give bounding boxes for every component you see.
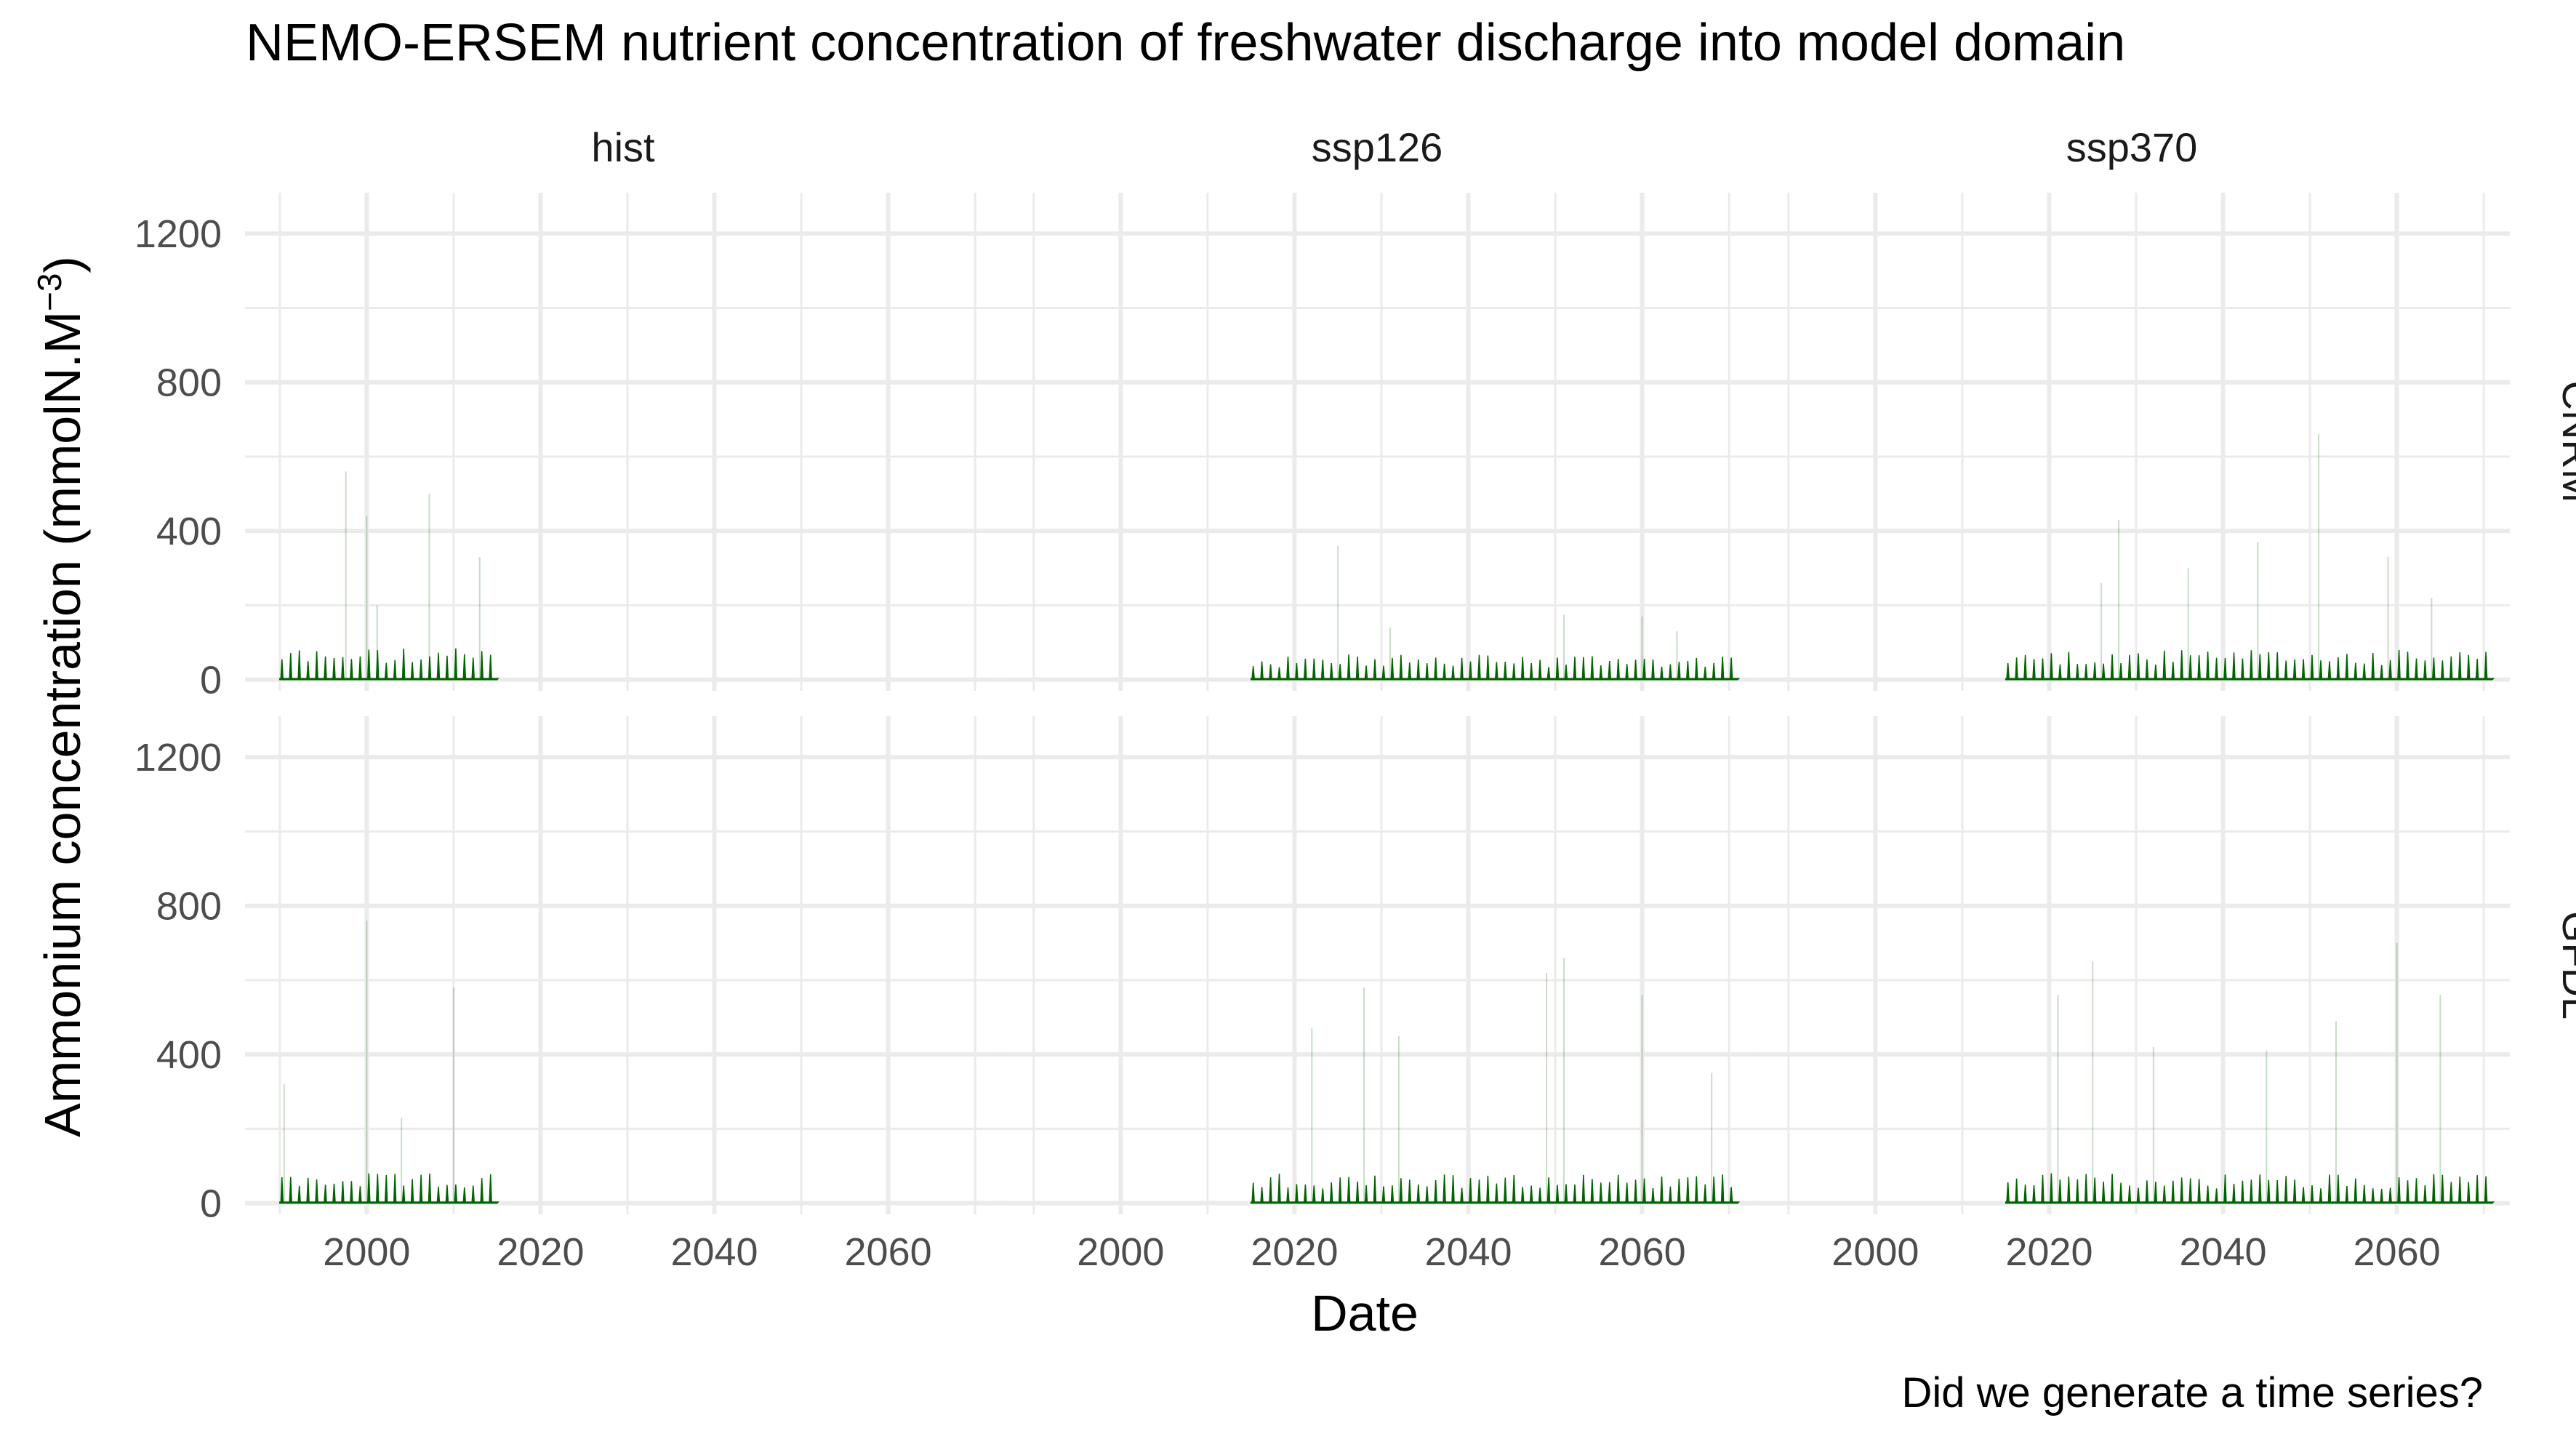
facet-strip-cnrm: CNRM: [2554, 381, 2576, 503]
y-tick-label: 0: [200, 659, 222, 702]
panel-gfdl-hist: [245, 716, 1001, 1214]
y-axis-title-close: ): [34, 256, 91, 273]
chart-title: NEMO-ERSEM nutrient concentration of fre…: [246, 14, 2125, 72]
area-series: [1250, 1174, 1741, 1204]
area-series: [2005, 1173, 2495, 1204]
panel-gfdl-ssp126: [999, 716, 1755, 1214]
y-tick-label: 0: [200, 1182, 222, 1226]
x-tick-label: 2020: [1251, 1230, 1338, 1274]
area-series: [279, 648, 499, 681]
x-tick-label: 2040: [2179, 1230, 2266, 1274]
y-tick-label: 800: [156, 885, 222, 929]
panel-cnrm-ssp370: [1754, 193, 2510, 691]
chart-caption: Did we generate a time series?: [1901, 1369, 2483, 1416]
area-series: [1250, 654, 1741, 681]
facet-strip-hist: hist: [591, 124, 655, 170]
x-tick-label: 2060: [2354, 1230, 2441, 1274]
labels-layer: NEMO-ERSEM nutrient concentration of fre…: [31, 14, 2483, 1416]
facet-strip-gfdl: GFDL: [2554, 911, 2576, 1019]
y-axis-title-main: Ammonium concentration (mmolN.M: [34, 311, 91, 1137]
x-tick-label: 2020: [2005, 1230, 2093, 1274]
x-tick-label: 2060: [1599, 1230, 1686, 1274]
panel-cnrm-ssp126: [999, 193, 1755, 691]
y-tick-label: 800: [156, 361, 222, 405]
x-tick-label: 2040: [670, 1230, 758, 1274]
y-tick-label: 1200: [135, 736, 222, 779]
x-axis-title: Date: [1311, 1285, 1419, 1342]
x-tick-label: 2000: [1077, 1230, 1164, 1274]
x-tick-label: 2040: [1424, 1230, 1512, 1274]
y-tick-label: 400: [156, 510, 222, 553]
x-tick-label: 2060: [845, 1230, 932, 1274]
x-tick-label: 2000: [1831, 1230, 1919, 1274]
area-series: [2005, 649, 2495, 681]
y-axis-title-superscript: −3: [31, 273, 68, 311]
panels-layer: hist 0 400 800 1200 ssp126 ssp370 CNRM 0 400 800 12…: [135, 124, 2576, 1274]
facet-strip-ssp370: ssp370: [2066, 124, 2198, 170]
x-tick-label: 2000: [323, 1230, 410, 1274]
facet-strip-ssp126: ssp126: [1312, 124, 1443, 170]
y-tick-label: 400: [156, 1033, 222, 1077]
panel-cnrm-hist: [245, 193, 1001, 691]
y-axis-title: Ammonium concentration (mmolN.M−3): [31, 256, 91, 1137]
y-tick-label: 1200: [135, 212, 222, 256]
x-tick-label: 2020: [497, 1230, 584, 1274]
panel-gfdl-ssp370: [1754, 716, 2510, 1214]
area-series: [279, 1173, 499, 1204]
